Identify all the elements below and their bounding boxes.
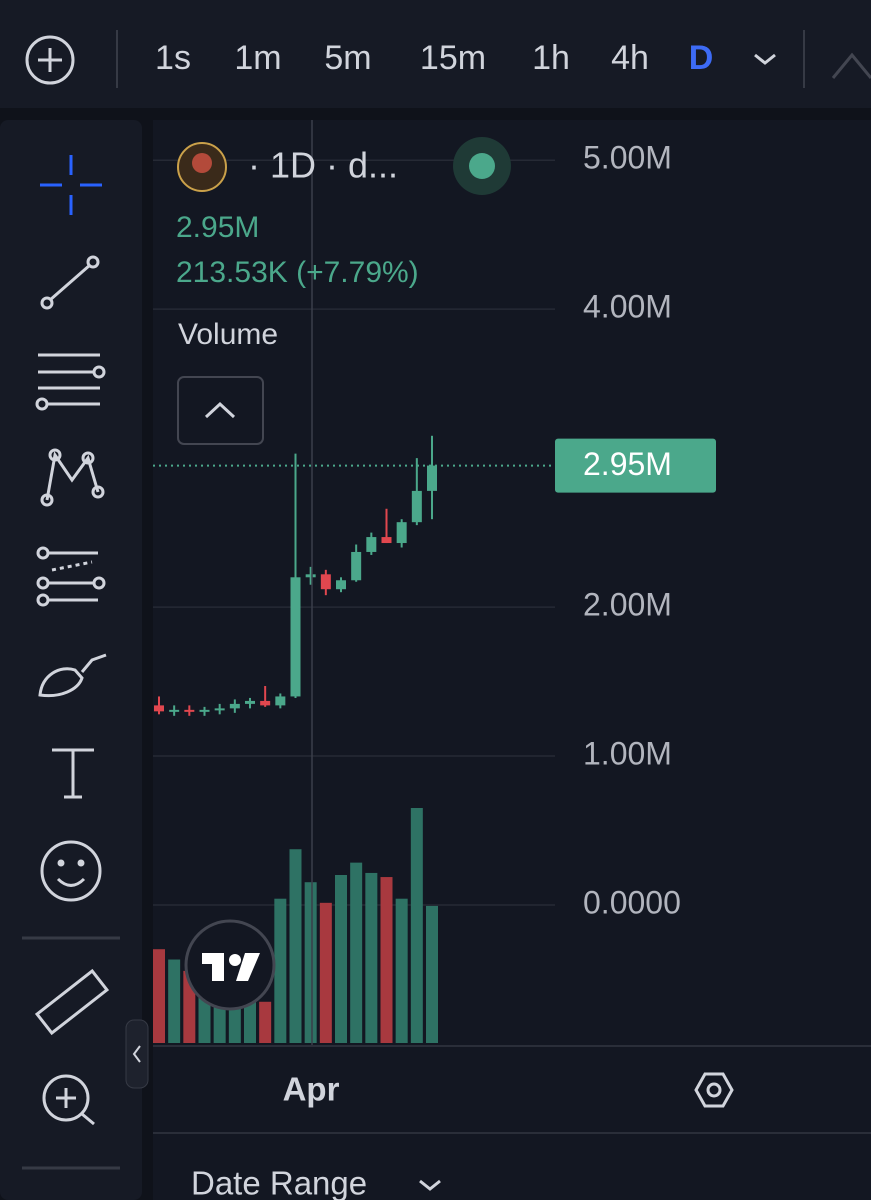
volume-bar	[168, 959, 181, 1043]
status-dot	[469, 153, 495, 179]
candle-body	[229, 703, 240, 709]
candle-body	[214, 708, 225, 711]
volume-bar	[304, 882, 317, 1043]
price-axis-label: 5.00M	[583, 140, 672, 176]
interval-button[interactable]: D	[689, 39, 714, 77]
legend-price: 2.95M	[176, 211, 259, 244]
volume-bar	[410, 808, 423, 1043]
volume-bar	[153, 949, 165, 1043]
candle-body	[290, 577, 301, 697]
last-price-label: 2.95M	[583, 446, 672, 482]
interval-button[interactable]: 1m	[234, 39, 281, 77]
volume-bar	[350, 862, 363, 1043]
legend-change: 213.53K (+7.79%)	[176, 256, 419, 289]
volume-bar	[395, 898, 408, 1043]
chart-panel	[153, 120, 871, 1200]
price-axis-label: 0.0000	[583, 884, 681, 920]
volume-bar	[259, 1001, 272, 1043]
interval-button[interactable]: 5m	[324, 39, 371, 77]
last-price-tag	[555, 438, 716, 493]
volume-bar	[289, 849, 302, 1043]
candle-body	[336, 580, 346, 590]
candle-body	[305, 574, 316, 578]
price-axis-label: 1.00M	[583, 735, 672, 771]
candle-body	[411, 490, 422, 523]
interval-button[interactable]: 4h	[611, 39, 649, 77]
candle-body	[154, 705, 164, 712]
candle-body	[245, 700, 255, 704]
volume-bar	[426, 905, 438, 1043]
left-toolbar	[0, 120, 142, 1200]
candle-body	[396, 522, 407, 544]
collapse-toolbar[interactable]	[125, 1019, 149, 1089]
time-label: Apr	[283, 1071, 340, 1108]
candle-body	[351, 551, 362, 581]
plot: 0.0000 1.00M 2.00M 4.00M 5.00M 2.95M	[153, 140, 716, 1043]
collapse-legend[interactable]	[177, 376, 264, 445]
symbol-logo-face	[192, 153, 212, 173]
interval-chevron[interactable]	[754, 53, 776, 65]
symbol-title: · 1D · d...	[248, 145, 398, 186]
settings-button[interactable]	[694, 1072, 734, 1108]
tv-logo[interactable]	[184, 919, 276, 1011]
volume-bar	[365, 872, 378, 1043]
candle-body	[260, 700, 271, 706]
study-title: Volume	[178, 318, 278, 351]
volume-bar	[274, 898, 287, 1043]
candle-body	[184, 709, 195, 712]
interval-button[interactable]: 1s	[155, 39, 191, 77]
candle-body	[366, 537, 377, 552]
candle-body	[275, 696, 286, 706]
add-button[interactable]	[25, 35, 75, 85]
date-range[interactable]: Date Range	[191, 1165, 367, 1200]
candle-body	[169, 709, 180, 712]
volume-bar	[244, 999, 256, 1043]
top-bar	[0, 0, 871, 108]
candle-body	[320, 574, 331, 590]
interval-button[interactable]: 15m	[420, 39, 486, 77]
price-axis-label: 2.00M	[583, 587, 672, 623]
chart-type-icon[interactable]	[831, 52, 871, 79]
candle-body	[381, 537, 392, 544]
date-range-chevron[interactable]	[419, 1179, 441, 1191]
drawing-tools[interactable]	[22, 155, 120, 1170]
candle-body	[199, 709, 210, 712]
volume-bar	[380, 877, 393, 1043]
price-axis-label: 4.00M	[583, 289, 672, 325]
candle-body	[427, 465, 437, 491]
interval-button[interactable]: 1h	[532, 39, 570, 77]
volume-bar	[335, 874, 347, 1043]
volume-bar	[319, 902, 332, 1043]
